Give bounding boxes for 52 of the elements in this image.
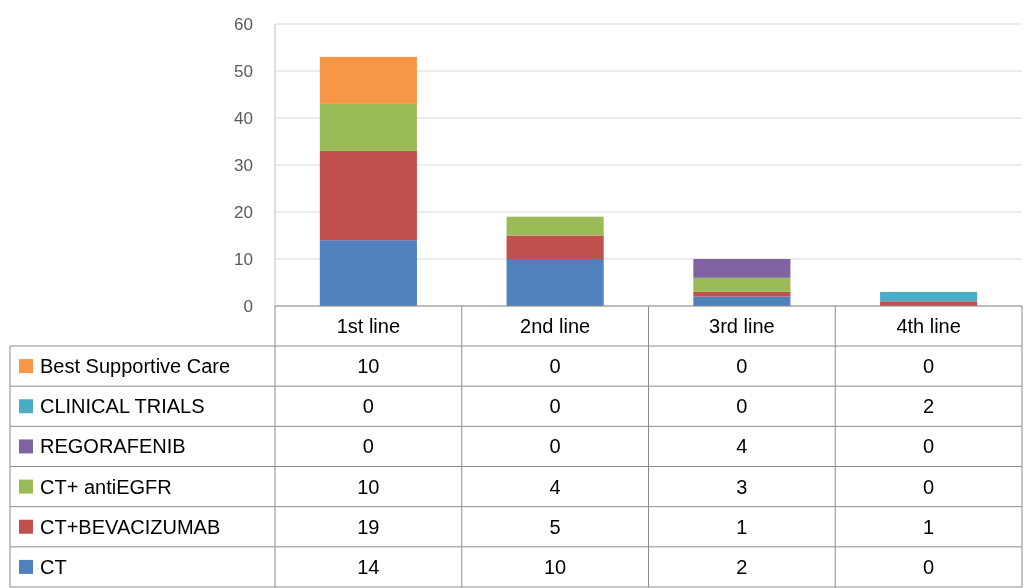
data-label: 3 [736,475,748,498]
y-tick-label: 40 [234,108,253,128]
bar [506,259,604,306]
bar [319,56,417,104]
data-label: 0 [923,555,935,578]
x-tick-label: 4th line [896,315,961,337]
legend-label: CLINICAL TRIALS [40,395,205,418]
y-tick-label: 30 [234,155,253,175]
legend-label: CT [40,555,67,578]
data-label: 0 [736,355,748,378]
legend-label: REGORAFENIB [40,435,186,458]
data-label: 10 [357,475,380,498]
data-label: 2 [736,555,748,578]
y-tick-label: 0 [243,296,253,316]
bar [693,259,791,278]
y-tick-label: 60 [234,14,253,34]
x-tick-label: 3rd line [709,315,775,337]
data-label: 19 [357,515,380,538]
x-tick-label: 1st line [336,315,401,337]
y-tick-label: 50 [234,61,253,81]
bar [506,235,604,259]
data-label: 4 [736,435,748,458]
data-label: 1 [736,515,748,538]
data-label: 0 [923,355,935,378]
bar [319,240,417,306]
legend-label: CT+ antiEGFR [40,475,172,498]
data-label: 2 [923,395,935,418]
data-label: 1 [923,515,935,538]
data-label: 0 [362,435,374,458]
y-tick-label: 20 [234,202,253,222]
bar [319,150,417,241]
data-label: 0 [736,395,748,418]
bar [319,103,417,151]
data-label: 4 [549,475,561,498]
data-label: 0 [923,435,935,458]
bar [880,291,978,302]
data-label: 5 [549,515,561,538]
data-label: 0 [362,395,374,418]
legend-label: CT+BEVACIZUMAB [40,515,221,538]
data-label: 10 [544,555,567,578]
data-label: 0 [549,395,561,418]
bar [506,216,604,236]
x-tick-label: 2nd line [520,315,591,337]
data-label: 10 [357,355,380,378]
data-label: 0 [923,475,935,498]
y-tick-label: 10 [234,249,253,269]
bar [693,291,791,297]
legend-label: Best Supportive Care [40,355,231,378]
bar [693,277,791,292]
data-label: 0 [549,355,561,378]
data-label: 0 [549,435,561,458]
data-label: 14 [357,555,380,578]
